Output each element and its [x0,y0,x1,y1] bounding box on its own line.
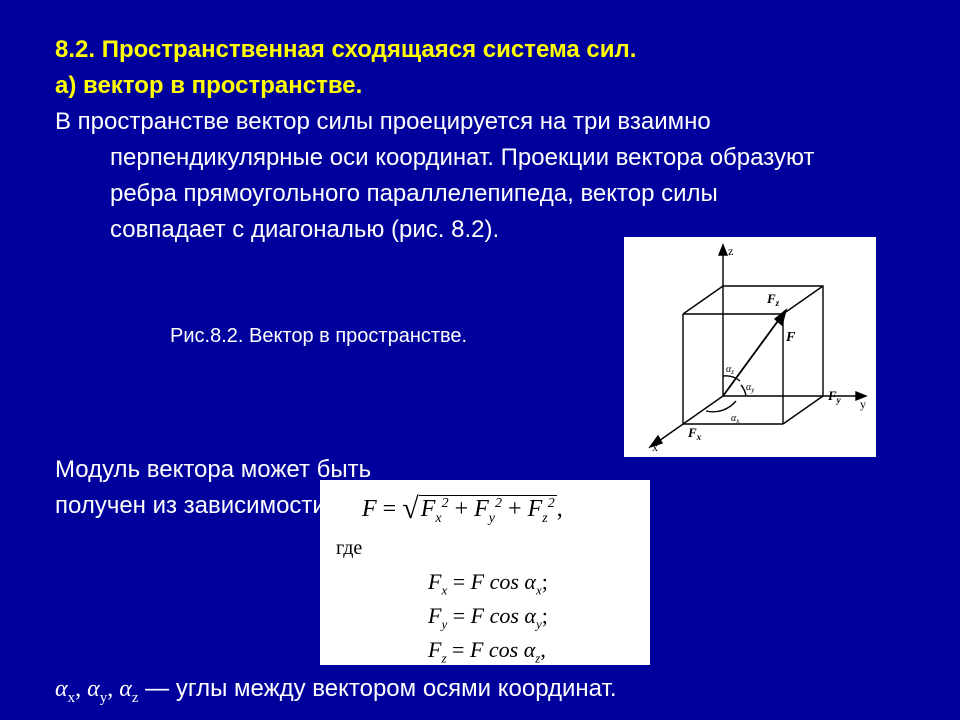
formula-box: F = √Fx2 + Fy2 + Fz2, где Fx = F cos αx;… [320,480,650,665]
fy-label: Fy [827,388,842,405]
subsection-heading: а) вектор в пространстве. [55,68,905,104]
component-formula-row: Fz = F cos αz, [428,634,644,668]
component-formula-row: Fy = F cos αy; [428,600,644,634]
paragraph-line: перпендикулярные оси координат. Проекции… [55,140,905,176]
text-content: 8.2. Пространственная сходящаяся система… [55,32,905,248]
alpha-x-label: αx [731,413,740,425]
paragraph-line: ребра прямоугольного параллелепипеда, ве… [55,176,905,212]
section-heading: 8.2. Пространственная сходящаяся система… [55,32,905,68]
axis-x-label: x [652,440,658,453]
f-label: F [785,330,796,345]
alpha-y-label: αy [746,382,755,394]
paragraph-line: В пространстве вектор силы проецируется … [55,104,905,140]
axis-z-label: z [728,244,733,258]
cube-svg: z y x Fz Fy Fx F αz αy αx [628,241,872,453]
component-formula-row: Fx = F cos αx; [428,566,644,600]
magnitude-formula: F = √Fx2 + Fy2 + Fz2, [362,492,644,527]
fz-label: Fz [766,291,780,308]
axis-y-label: y [860,397,866,411]
where-label: где [336,537,644,560]
component-formulas: Fx = F cos αx;Fy = F cos αy;Fz = F cos α… [428,566,644,669]
angles-sentence: αx, αy, αz — углы между вектором осями к… [55,675,616,707]
paragraph2-line2: получен из зависимости [55,488,326,524]
fx-label: Fx [687,425,702,442]
slide: 8.2. Пространственная сходящаяся система… [0,0,960,720]
figure-caption: Рис.8.2. Вектор в пространстве. [170,325,467,348]
vector-cube-figure: z y x Fz Fy Fx F αz αy αx [624,237,876,457]
alpha-z-label: αz [726,364,734,376]
